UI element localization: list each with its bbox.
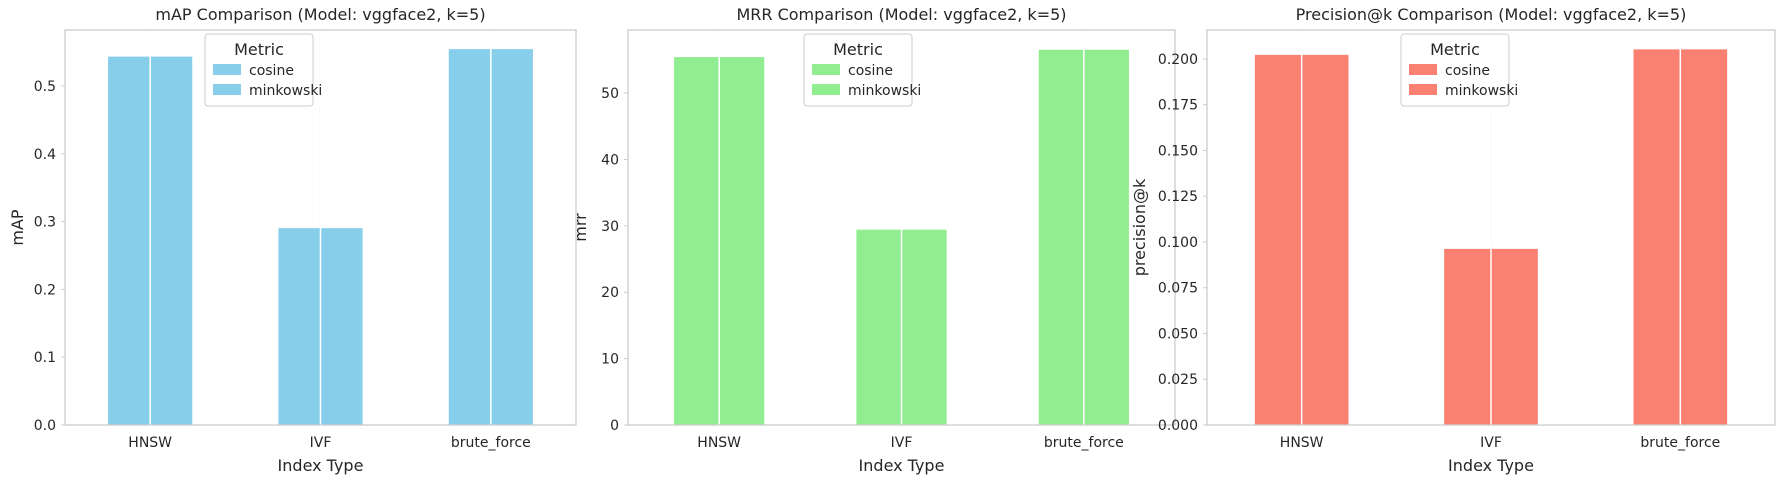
legend: Metric cosine minkowski [803, 33, 921, 107]
y-tick-label: 0.3 [34, 215, 56, 231]
chart-title: MRR Comparison (Model: vggface2, k=5) [736, 5, 1066, 24]
axes-frame [627, 29, 1176, 426]
y-tick-label: 0.200 [1158, 52, 1198, 68]
chart-panel-2: 0 10 20 30 40 50 HNSW IVF brute_force MRR Compari… [571, 5, 1176, 475]
bar-cosine-IVF [1443, 247, 1492, 426]
y-axis-label: precision@k [1130, 178, 1149, 276]
x-tick-label: brute_force [1044, 435, 1124, 451]
bar-minkowski-HNSW [1301, 53, 1350, 426]
y-axis-label: mrr [571, 213, 590, 242]
legend-label-minkowski: minkowski [848, 83, 921, 99]
x-axis-label: Index Type [278, 456, 364, 475]
legend-swatch-minkowski [1409, 84, 1437, 95]
legend-label-cosine: cosine [249, 63, 294, 79]
legend-label-minkowski: minkowski [1445, 83, 1518, 99]
legend-swatch-minkowski [812, 84, 840, 95]
x-tick-label: IVF [891, 435, 913, 451]
legend-swatch-cosine [1409, 64, 1437, 75]
bar-minkowski-HNSW [718, 56, 766, 426]
bar-minkowski-HNSW [149, 55, 194, 426]
y-tick-label: 20 [601, 285, 619, 301]
y-tick-label: 0.150 [1158, 143, 1198, 159]
axes-frame [1206, 29, 1776, 426]
y-tick-label: 0.0 [34, 418, 56, 434]
bar-cosine-IVF [277, 227, 321, 426]
legend-swatch-cosine [213, 64, 241, 75]
y-tick-label: 0.1 [34, 350, 56, 366]
legend: Metric cosine minkowski [1400, 33, 1518, 107]
bar-cosine-HNSW [1253, 53, 1303, 426]
x-axis-label: Index Type [1448, 456, 1534, 475]
y-axis-label: mAP [8, 209, 27, 246]
legend-swatch-cosine [812, 64, 840, 75]
y-tick-label: 50 [601, 86, 619, 102]
legend: Metric cosine minkowski [204, 33, 322, 107]
bar-cosine-brute_force [1037, 48, 1085, 426]
bar-minkowski-IVF [901, 228, 948, 426]
x-tick-label: brute_force [1640, 435, 1720, 451]
chart-panel-3: 0.000 0.025 0.050 0.075 0.100 0.125 0.150 0.175… [1130, 5, 1776, 475]
x-axis-label: Index Type [859, 456, 945, 475]
x-tick-label: IVF [1480, 435, 1502, 451]
chart-title: mAP Comparison (Model: vggface2, k=5) [155, 5, 485, 24]
bar-minkowski-IVF [320, 227, 364, 426]
y-tick-label: 0 [610, 418, 619, 434]
bar-minkowski-brute_force [1083, 48, 1130, 426]
y-tick-label: 0.100 [1158, 235, 1198, 251]
chart-panel-1: 0.0 0.1 0.2 0.3 0.4 0.5 HNSW IVF brute_force mAP … [8, 5, 577, 475]
bar-cosine-HNSW [673, 56, 720, 426]
y-tick-label: 0.025 [1158, 372, 1198, 388]
y-tick-label: 30 [601, 219, 619, 235]
x-tick-label: HNSW [697, 435, 741, 451]
y-tick-label: 0.050 [1158, 326, 1198, 342]
bar-cosine-IVF [855, 228, 903, 426]
chart-title: Precision@k Comparison (Model: vggface2,… [1296, 5, 1687, 24]
y-tick-label: 0.175 [1158, 98, 1198, 114]
y-tick-label: 0.4 [34, 147, 56, 163]
legend-title: Metric [833, 40, 883, 59]
y-tick-label: 10 [601, 352, 619, 368]
legend-title: Metric [234, 40, 284, 59]
bar-cosine-HNSW [107, 55, 151, 426]
legend-swatch-minkowski [213, 84, 241, 95]
bar-minkowski-brute_force [1679, 48, 1729, 426]
bar-cosine-brute_force [447, 48, 492, 426]
bar-minkowski-brute_force [490, 48, 534, 426]
x-tick-label: HNSW [1280, 435, 1324, 451]
y-tick-label: 40 [601, 152, 619, 168]
bar-minkowski-IVF [1490, 247, 1539, 426]
y-tick-label: 0.2 [34, 282, 56, 298]
y-tick-label: 0.5 [34, 79, 56, 95]
y-tick-label: 0.000 [1158, 418, 1198, 434]
y-tick-label: 0.125 [1158, 189, 1198, 205]
x-tick-label: IVF [310, 435, 332, 451]
x-tick-label: brute_force [451, 435, 531, 451]
bar-cosine-brute_force [1632, 48, 1681, 426]
legend-label-minkowski: minkowski [249, 83, 322, 99]
y-tick-label: 0.075 [1158, 281, 1198, 297]
legend-label-cosine: cosine [1445, 63, 1490, 79]
x-tick-label: HNSW [128, 435, 172, 451]
axes-frame [64, 29, 577, 426]
legend-title: Metric [1430, 40, 1480, 59]
legend-label-cosine: cosine [848, 63, 893, 79]
